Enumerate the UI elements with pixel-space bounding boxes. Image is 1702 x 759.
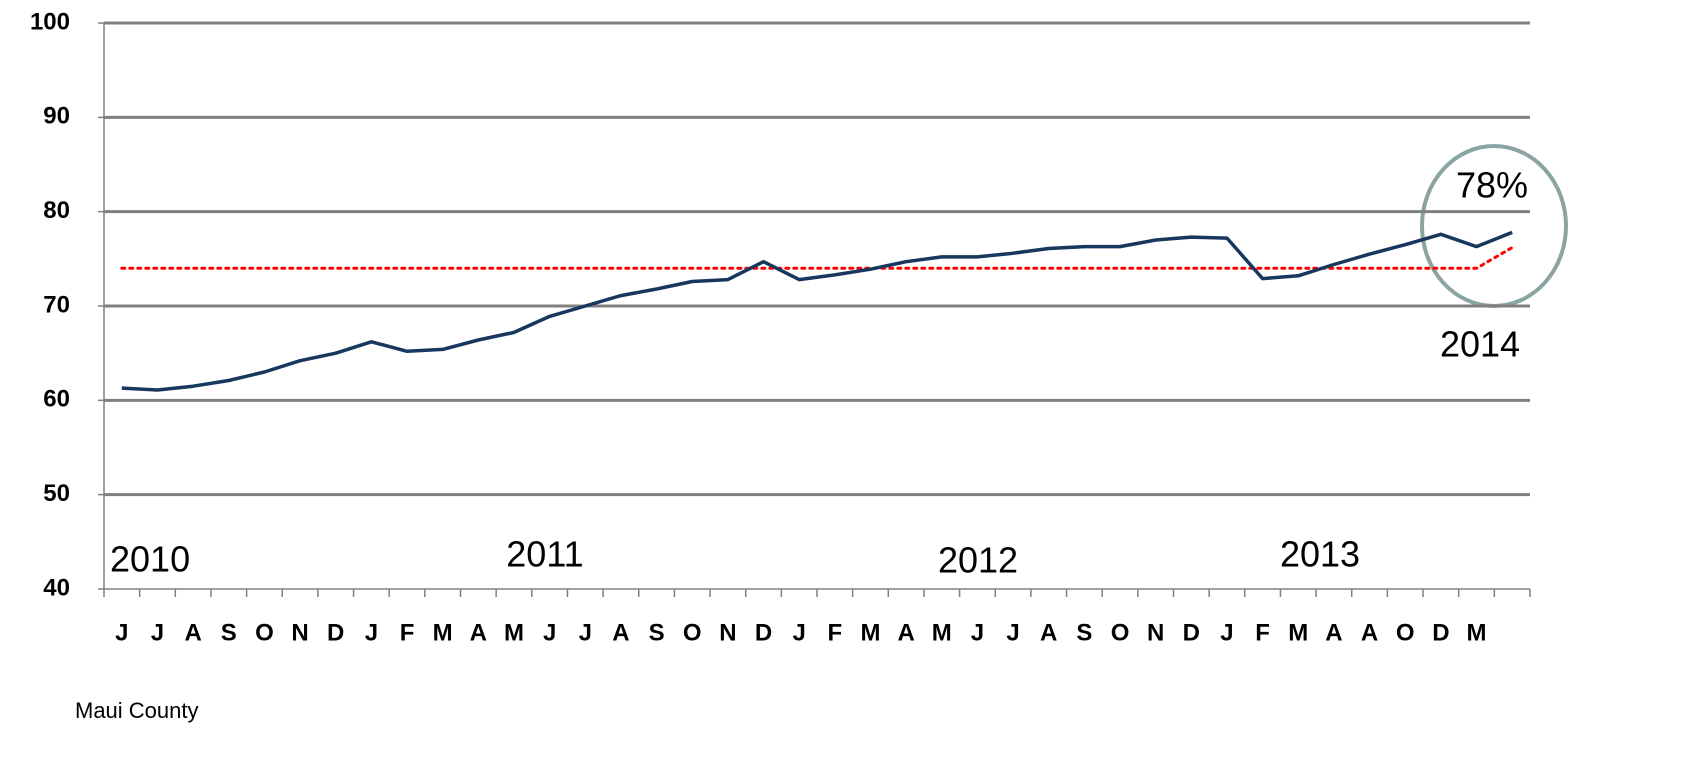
x-tick-label: M [932, 619, 952, 646]
y-tick-label: 100 [30, 8, 70, 35]
x-tick-label: A [1040, 619, 1057, 646]
x-tick-label: S [221, 619, 237, 646]
x-tick-label: D [1183, 619, 1200, 646]
y-tick-label: 40 [43, 574, 70, 601]
x-tick-label: A [1361, 619, 1378, 646]
x-tick-label: M [1288, 619, 1308, 646]
x-tick-label: J [792, 619, 805, 646]
x-tick-label: S [649, 619, 665, 646]
x-tick-label: A [612, 619, 629, 646]
y-tick-label: 80 [43, 197, 70, 224]
x-tick-label: J [971, 619, 984, 646]
x-tick-label: J [151, 619, 164, 646]
x-tick-label: O [255, 619, 274, 646]
x-tick-label: J [1220, 619, 1233, 646]
x-tick-label: S [1076, 619, 1092, 646]
x-tick-label: A [470, 619, 487, 646]
y-tick-label: 90 [43, 103, 70, 130]
annotation: 2011 [506, 534, 583, 575]
x-tick-label: O [683, 619, 702, 646]
x-tick-label: D [327, 619, 344, 646]
data-line [121, 230, 1513, 392]
x-tick-label: M [504, 619, 524, 646]
y-tick-label: 50 [43, 480, 70, 507]
x-tick-label: D [1432, 619, 1449, 646]
x-tick-label: M [1467, 619, 1487, 646]
x-tick-label: A [1325, 619, 1342, 646]
x-tick-label: J [1006, 619, 1019, 646]
x-tick-label: N [1147, 619, 1164, 646]
annotation: 2014 [1440, 324, 1520, 365]
x-tick-label: A [184, 619, 201, 646]
annotation: 78% [1456, 165, 1528, 206]
y-tick-label: 60 [43, 386, 70, 413]
x-tick-label: F [400, 619, 415, 646]
x-tick-label: J [579, 619, 592, 646]
x-tick-label: J [543, 619, 556, 646]
x-tick-label: J [365, 619, 378, 646]
x-tick-label: M [860, 619, 880, 646]
x-tick-label: J [115, 619, 128, 646]
x-tick-label: F [1255, 619, 1270, 646]
data-line [120, 246, 1514, 270]
annotation: 2010 [110, 539, 190, 580]
annotation: 2013 [1280, 534, 1360, 575]
x-tick-label: O [1396, 619, 1415, 646]
x-tick-label: M [433, 619, 453, 646]
annotation: 2012 [938, 540, 1018, 581]
x-tick-label: D [755, 619, 772, 646]
x-tick-label: O [1111, 619, 1130, 646]
y-tick-label: 70 [43, 291, 70, 318]
x-tick-label: A [897, 619, 914, 646]
x-tick-label: N [719, 619, 736, 646]
x-tick-label: N [291, 619, 308, 646]
source-note: Maui County [75, 698, 199, 723]
x-tick-label: F [827, 619, 842, 646]
